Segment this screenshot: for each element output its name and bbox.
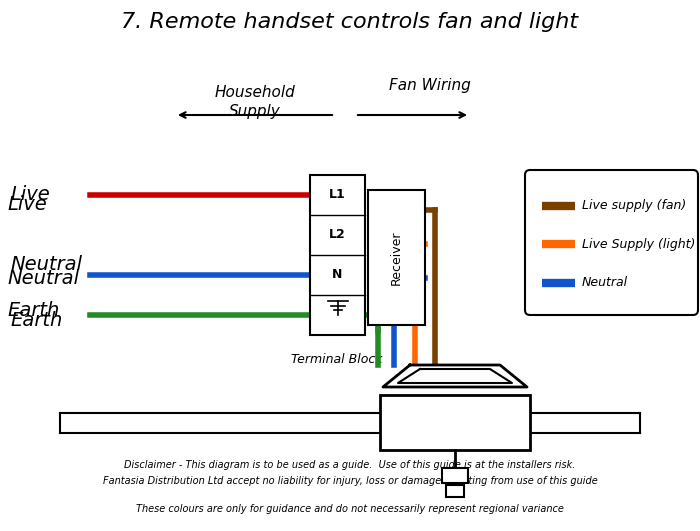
Bar bbox=[310, 175, 365, 335]
Text: Neutral: Neutral bbox=[10, 255, 82, 275]
Bar bbox=[446, 485, 464, 497]
Text: L2: L2 bbox=[329, 228, 346, 242]
Text: 7. Remote handset controls fan and light: 7. Remote handset controls fan and light bbox=[121, 12, 579, 32]
Text: Live supply (fan): Live supply (fan) bbox=[582, 199, 686, 212]
Bar bbox=[442, 468, 468, 483]
Text: N: N bbox=[332, 269, 343, 281]
Text: Live: Live bbox=[7, 195, 47, 214]
Text: Earth: Earth bbox=[7, 301, 60, 320]
Text: L1: L1 bbox=[329, 189, 346, 201]
Text: Live Supply (light): Live Supply (light) bbox=[582, 238, 695, 251]
Text: Live: Live bbox=[10, 185, 50, 204]
Text: Receiver: Receiver bbox=[390, 230, 403, 285]
Text: Terminal Block: Terminal Block bbox=[291, 353, 383, 366]
Bar bbox=[380, 395, 530, 450]
Text: Household
Supply: Household Supply bbox=[215, 85, 295, 118]
Text: These colours are only for guidance and do not necessarily represent regional va: These colours are only for guidance and … bbox=[136, 504, 564, 514]
Bar bbox=[368, 190, 425, 325]
Text: Disclaimer - This diagram is to be used as a guide.  Use of this guide is at the: Disclaimer - This diagram is to be used … bbox=[125, 460, 575, 470]
FancyBboxPatch shape bbox=[525, 170, 698, 315]
Text: Fantasia Distribution Ltd accept no liability for injury, loss or damage resulti: Fantasia Distribution Ltd accept no liab… bbox=[103, 476, 597, 486]
Text: Earth: Earth bbox=[10, 311, 62, 330]
Text: Neutral: Neutral bbox=[7, 269, 79, 288]
Text: Neutral: Neutral bbox=[582, 277, 628, 289]
Polygon shape bbox=[383, 365, 527, 387]
Text: Fan Wiring: Fan Wiring bbox=[389, 78, 471, 93]
